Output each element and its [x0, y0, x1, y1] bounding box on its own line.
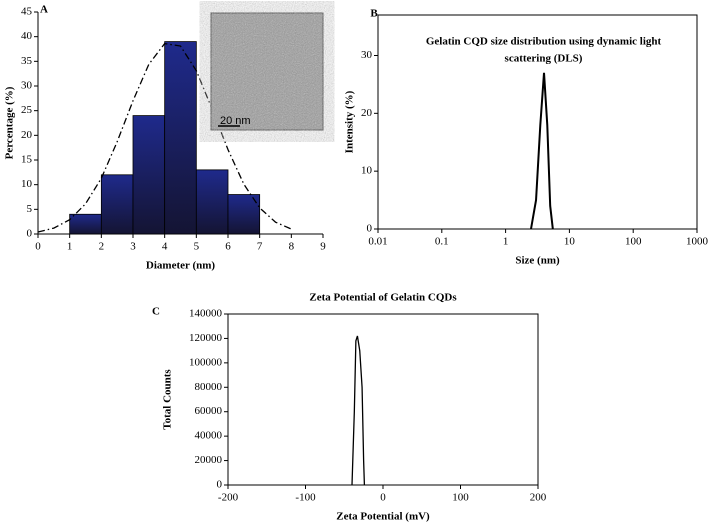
- y-tick-label: 40: [21, 30, 33, 42]
- panel-letter: A: [40, 4, 48, 16]
- y-tick-label: 120000: [189, 332, 223, 344]
- y-tick-label: 5: [27, 203, 33, 215]
- fit-curve: [37, 42, 292, 233]
- bar: [132, 115, 166, 235]
- plot-frame: [377, 14, 698, 230]
- chart-title: Zeta Potential of Gelatin CQDs: [309, 292, 457, 304]
- data-line: [351, 335, 366, 486]
- y-tick-label: 30: [361, 49, 373, 61]
- x-tick-label: 1000: [686, 236, 709, 248]
- x-tick-label: 0: [380, 492, 386, 504]
- y-axis-label: Percentage (%): [4, 86, 16, 159]
- y-tick-label: 0: [217, 479, 223, 491]
- y-tick-label: 0: [27, 228, 33, 240]
- y-tick-label: 25: [21, 104, 33, 116]
- bar: [195, 169, 229, 235]
- x-tick-label: 0.01: [368, 236, 387, 248]
- x-tick-label: 6: [225, 241, 231, 253]
- y-tick-label: 35: [21, 55, 33, 67]
- y-tick-label: 60000: [195, 405, 223, 417]
- x-tick-label: 1: [503, 236, 509, 248]
- y-tick-label: 20000: [195, 454, 223, 466]
- y-tick-label: 80000: [195, 381, 223, 393]
- x-tick-label: 3: [130, 241, 136, 253]
- bar: [69, 213, 102, 235]
- x-tick-label: 8: [289, 241, 295, 253]
- bar: [100, 174, 134, 235]
- x-tick-label: 1: [67, 241, 73, 253]
- x-tick-label: 2: [99, 241, 105, 253]
- y-tick-label: 45: [21, 6, 33, 18]
- inset-texture: [211, 13, 323, 130]
- x-axis-label: Size (nm): [515, 255, 560, 267]
- y-tick-label: 40000: [195, 430, 223, 442]
- y-tick-label: 10: [361, 165, 373, 177]
- x-tick-label: -200: [218, 492, 239, 504]
- y-axis-label: Intensity (%): [344, 90, 356, 153]
- y-tick-label: 15: [21, 154, 33, 166]
- x-tick-label: 100: [452, 492, 469, 504]
- panel-letter: B: [370, 8, 378, 20]
- inset-label: 20 nm: [220, 115, 251, 127]
- y-tick-label: 100000: [189, 356, 223, 368]
- y-tick-label: 0: [367, 223, 373, 235]
- x-axis-label: Diameter (nm): [146, 260, 215, 272]
- panel-letter: C: [152, 306, 160, 318]
- x-axis-label: Zeta Potential (mV): [336, 511, 430, 523]
- x-tick-label: 0: [35, 241, 41, 253]
- bar: [164, 41, 197, 235]
- y-tick-label: 20: [21, 129, 33, 141]
- y-axis-label: Total Counts: [162, 369, 174, 430]
- x-tick-label: 5: [194, 241, 200, 253]
- y-tick-label: 10: [21, 178, 33, 190]
- x-tick-label: 200: [530, 492, 547, 504]
- y-tick-label: 20: [361, 107, 373, 119]
- plot-frame: [227, 313, 539, 486]
- y-tick-label: 140000: [189, 308, 223, 320]
- annotation: scattering (DLS): [505, 53, 583, 65]
- annotation: Gelatin CQD size distribution using dyna…: [426, 36, 662, 48]
- x-tick-label: 10: [564, 236, 576, 248]
- data-line: [530, 72, 554, 230]
- x-tick-label: 4: [162, 241, 168, 253]
- x-tick-label: -100: [295, 492, 316, 504]
- x-tick-label: 9: [320, 241, 326, 253]
- x-tick-label: 100: [625, 236, 642, 248]
- x-tick-label: 0.1: [435, 236, 449, 248]
- y-tick-label: 30: [21, 80, 33, 92]
- x-tick-label: 7: [257, 241, 263, 253]
